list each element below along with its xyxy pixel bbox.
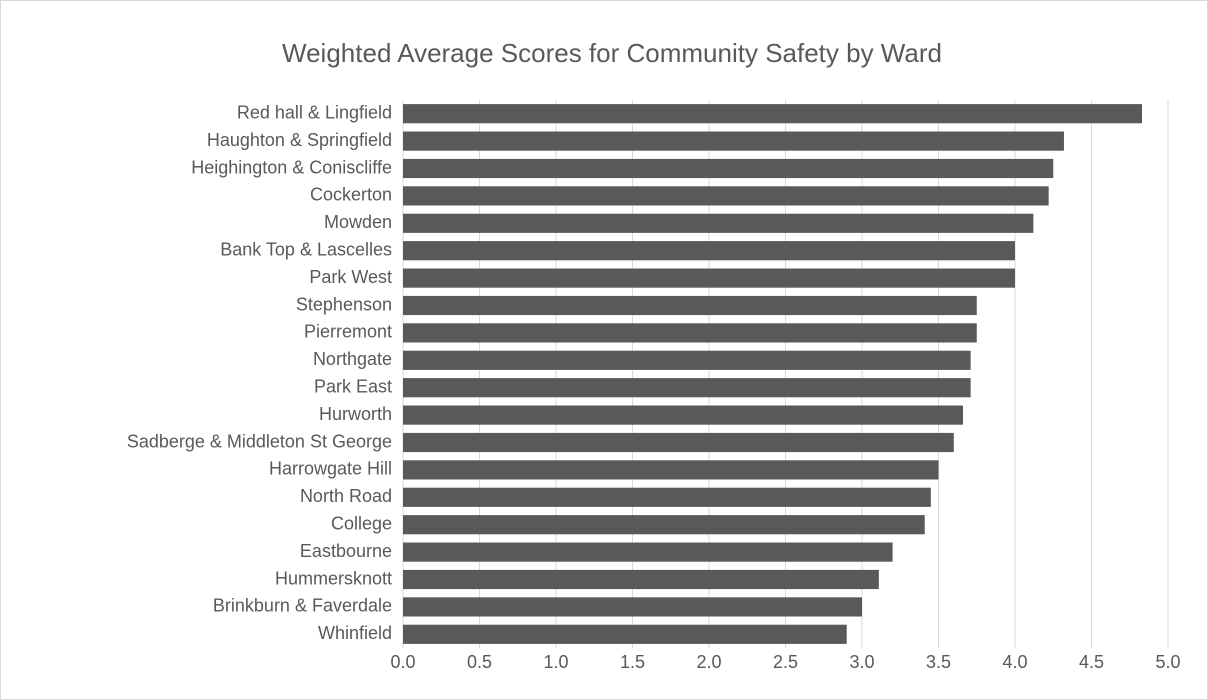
- y-tick-label: Red hall & Lingfield: [237, 102, 392, 122]
- bar: [403, 186, 1049, 206]
- y-tick-label: Haughton & Springfield: [207, 130, 392, 150]
- bar: [403, 515, 925, 535]
- y-tick-label: Pierremont: [304, 322, 392, 342]
- bar: [403, 624, 847, 644]
- x-tick-label: 3.0: [849, 652, 874, 672]
- y-tick-label: Mowden: [324, 212, 392, 232]
- x-tick-label: 4.5: [1079, 652, 1104, 672]
- x-tick-label: 2.5: [773, 652, 798, 672]
- x-tick-label: 0.5: [467, 652, 492, 672]
- y-tick-label: Heighington & Coniscliffe: [191, 157, 392, 177]
- bar: [403, 241, 1015, 261]
- bar: [403, 295, 977, 316]
- bar: [403, 323, 977, 343]
- bar: [403, 432, 954, 453]
- bar: [403, 213, 1034, 233]
- bar: [403, 104, 1142, 124]
- x-tick-label: 0.0: [390, 652, 415, 672]
- x-tick-label: 1.0: [543, 652, 568, 672]
- bar: [403, 487, 931, 507]
- bar: [403, 405, 963, 425]
- bar: [403, 569, 879, 590]
- y-tick-label: College: [331, 513, 392, 533]
- x-tick-label: 3.5: [926, 652, 951, 672]
- bar: [403, 378, 971, 398]
- y-tick-label: Stephenson: [296, 294, 392, 314]
- bar: [403, 350, 971, 370]
- chart-title: Weighted Average Scores for Community Sa…: [282, 38, 942, 68]
- y-tick-label: Brinkburn & Faverdale: [213, 596, 392, 616]
- x-tick-label: 4.0: [1002, 652, 1027, 672]
- x-tick-label: 2.0: [696, 652, 721, 672]
- bar: [403, 131, 1064, 151]
- y-tick-label: Cockerton: [310, 185, 392, 205]
- y-tick-label: North Road: [300, 486, 392, 506]
- bar: [403, 158, 1054, 179]
- y-tick-label: Sadberge & Middleton St George: [127, 431, 392, 451]
- y-tick-label: Park East: [314, 376, 392, 396]
- y-tick-label: Bank Top & Lascelles: [220, 239, 392, 259]
- x-tick-label: 1.5: [620, 652, 645, 672]
- y-tick-label: Eastbourne: [300, 541, 392, 561]
- y-tick-label: Hurworth: [319, 404, 392, 424]
- y-tick-label: Park West: [309, 267, 392, 287]
- x-tick-label: 5.0: [1155, 652, 1180, 672]
- y-tick-label: Whinfield: [318, 623, 392, 643]
- bar: [403, 597, 862, 617]
- bar: [403, 268, 1015, 288]
- y-tick-label: Hummersknott: [275, 568, 392, 588]
- y-tick-label: Harrowgate Hill: [269, 459, 392, 479]
- bar: [403, 542, 893, 562]
- y-tick-label: Northgate: [313, 349, 392, 369]
- bar: [403, 460, 939, 480]
